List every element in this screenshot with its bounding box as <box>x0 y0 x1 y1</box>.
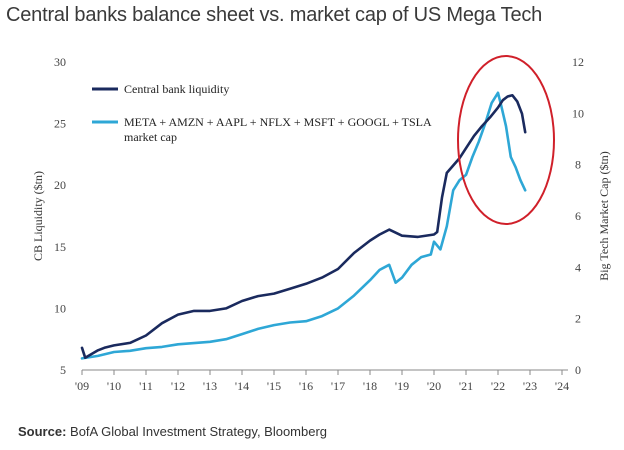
x-tick-label: '18 <box>363 379 377 393</box>
right-tick-label: 4 <box>575 260 581 274</box>
right-tick-label: 6 <box>575 209 581 223</box>
x-tick-label: '17 <box>331 379 345 393</box>
x-tick-label: '21 <box>459 379 473 393</box>
x-tick-label: '09 <box>75 379 89 393</box>
right-tick-label: 10 <box>572 106 584 120</box>
x-tick-label: '12 <box>171 379 185 393</box>
series-line-big-tech <box>80 91 527 360</box>
left-tick-label: 20 <box>54 178 66 192</box>
left-tick-label: 30 <box>54 55 66 69</box>
x-tick-label: '15 <box>267 379 281 393</box>
right-tick-label: 12 <box>572 55 584 69</box>
right-tick-label: 2 <box>575 312 581 326</box>
legend-label-central-bank: Central bank liquidity <box>124 82 229 96</box>
right-tick-label: 0 <box>575 363 581 377</box>
left-tick-label: 5 <box>60 363 66 377</box>
highlight-ellipse <box>457 55 555 225</box>
left-axis-label: CB Liquidity ($tn) <box>31 171 45 261</box>
right-tick-label: 8 <box>575 158 581 172</box>
source-label: Source: <box>18 424 67 439</box>
x-tick-label: '23 <box>523 379 537 393</box>
right-axis-label: Big Tech Market Cap ($tn) <box>597 151 611 281</box>
left-tick-label: 15 <box>54 240 66 254</box>
x-tick-label: '24 <box>555 379 569 393</box>
x-tick-label: '11 <box>139 379 153 393</box>
left-tick-label: 10 <box>54 301 66 315</box>
x-tick-label: '16 <box>299 379 313 393</box>
x-tick-label: '22 <box>491 379 505 393</box>
x-tick-label: '19 <box>395 379 409 393</box>
series-line-central-bank <box>80 94 527 360</box>
source-note: Source: BofA Global Investment Strategy,… <box>18 424 327 439</box>
left-tick-label: 25 <box>54 117 66 131</box>
x-tick-label: '20 <box>427 379 441 393</box>
x-tick-label: '14 <box>235 379 249 393</box>
legend-label-big-tech: META + AMZN + AAPL + NFLX + MSFT + GOOGL… <box>124 115 432 144</box>
chart-title: Central banks balance sheet vs. market c… <box>6 4 543 26</box>
x-tick-label: '13 <box>203 379 217 393</box>
source-text: BofA Global Investment Strategy, Bloombe… <box>70 424 328 439</box>
x-tick-label: '10 <box>107 379 121 393</box>
